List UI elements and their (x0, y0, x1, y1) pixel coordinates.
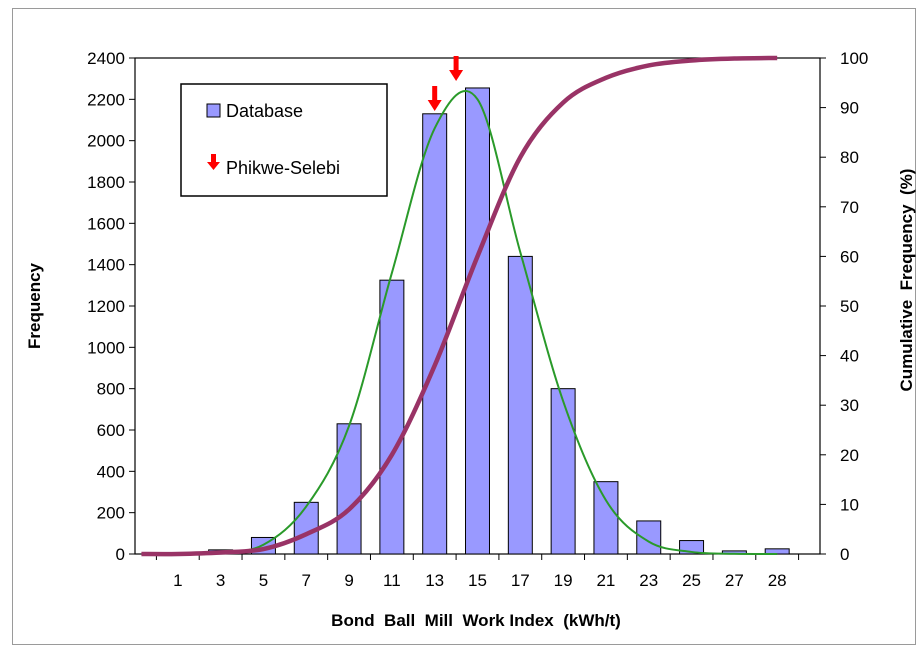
y2-tick-label: 50 (840, 297, 859, 316)
y-tick-label: 2200 (87, 90, 125, 109)
x-tick-label: 21 (596, 571, 615, 590)
x-tick-label: 27 (725, 571, 744, 590)
y-tick-label: 1000 (87, 338, 125, 357)
legend-box (180, 83, 388, 197)
bar (336, 423, 362, 555)
arrow-down-icon (427, 86, 442, 111)
y-tick-label: 600 (97, 421, 125, 440)
x-tick-label: 5 (259, 571, 268, 590)
bar (379, 279, 405, 555)
x-tick-label: 1 (173, 571, 182, 590)
x-tick-label: 25 (682, 571, 701, 590)
x-axis: 1 3 5 7 9 11 13 15 17 19 21 23 25 27 28 (155, 554, 800, 590)
bar (550, 388, 576, 555)
legend-label-database: Database (226, 101, 303, 121)
x-tick-label: 17 (511, 571, 530, 590)
y-tick-label: 2400 (87, 49, 125, 68)
legend-swatch-database (206, 103, 221, 118)
y2-tick-label: 100 (840, 49, 868, 68)
x-tick-label: 23 (639, 571, 658, 590)
y-tick-label: 0 (116, 545, 125, 564)
y2-tick-label: 10 (840, 495, 859, 514)
x-tick-label: 7 (302, 571, 311, 590)
y-tick-label: 1600 (87, 214, 125, 233)
bar (422, 113, 448, 555)
y-tick-label: 1200 (87, 297, 125, 316)
y2-tick-label: 80 (840, 148, 859, 167)
y-axis-title: Frequency (25, 262, 44, 349)
x-tick-label: 15 (468, 571, 487, 590)
line-series (141, 55, 778, 557)
y-tick-label: 200 (97, 504, 125, 523)
y2-tick-label: 20 (840, 446, 859, 465)
x-tick-label: 11 (383, 571, 401, 590)
y-tick-label: 800 (97, 380, 125, 399)
normal-fit-line (177, 90, 778, 556)
x-tick-label: 19 (554, 571, 573, 590)
y2-tick-label: 90 (840, 99, 859, 118)
arrow-down-icon (449, 56, 464, 81)
x-tick-label: 28 (768, 571, 787, 590)
y2-tick-label: 0 (840, 545, 849, 564)
y-axis: 0 200 400 600 800 1000 1200 1400 1600 1800 2000 220… (87, 49, 135, 564)
bar (465, 87, 490, 555)
y2-tick-label: 40 (840, 347, 859, 366)
x-tick-label: 3 (216, 571, 225, 590)
bar (593, 481, 619, 555)
y-tick-label: 2000 (87, 132, 125, 151)
y2-tick-label: 70 (840, 198, 859, 217)
y2-axis: 0 10 20 30 40 50 60 70 80 90 100 (820, 49, 868, 564)
bar-series-database (208, 87, 790, 555)
x-axis-title: Bond Ball Mill Work Index (kWh/t) (331, 611, 621, 630)
y2-tick-label: 60 (840, 247, 859, 266)
cumulative-frequency-line (141, 55, 778, 557)
y-tick-label: 400 (97, 462, 125, 481)
x-tick-label: 9 (344, 571, 353, 590)
legend: Database Phikwe-Selebi (180, 83, 388, 197)
y2-axis-title: Cumulative Frequency (%) (897, 169, 916, 392)
phikwe-selebi-markers (427, 56, 464, 111)
bar (507, 255, 533, 555)
y2-tick-label: 30 (840, 396, 859, 415)
y-tick-label: 1800 (87, 173, 125, 192)
arrow-down-icon (207, 154, 220, 170)
y-tick-label: 1400 (87, 256, 125, 275)
chart-frame (12, 8, 916, 645)
x-tick-label: 13 (425, 571, 444, 590)
legend-label-phikwe-selebi: Phikwe-Selebi (226, 158, 340, 178)
